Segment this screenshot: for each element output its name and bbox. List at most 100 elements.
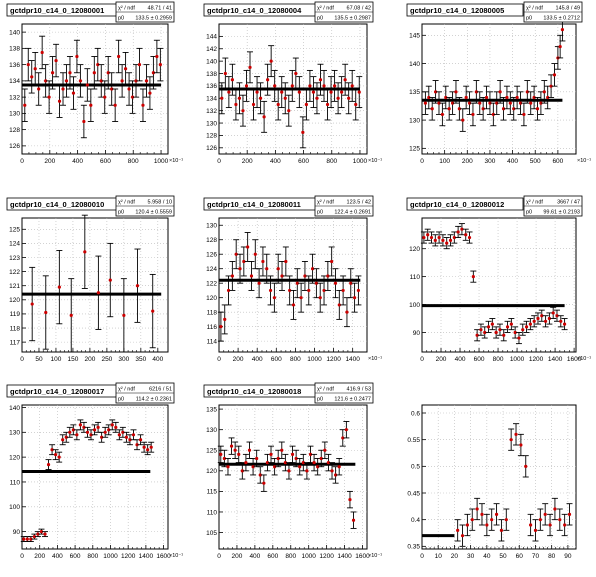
data-point bbox=[464, 513, 471, 537]
x-tick-label: 20 bbox=[451, 553, 459, 560]
marker bbox=[120, 79, 124, 83]
y-tick-label: 130 bbox=[409, 117, 420, 124]
y-tick-label: 132 bbox=[206, 108, 217, 115]
x-tick-label: 800 bbox=[87, 553, 98, 560]
marker bbox=[57, 285, 61, 289]
x-tick-label: 1000 bbox=[353, 158, 368, 165]
y-tick-label: 120 bbox=[206, 295, 217, 302]
data-point bbox=[343, 421, 350, 439]
marker bbox=[423, 101, 427, 105]
y-tick-label: 110 bbox=[10, 479, 21, 486]
x-tick-label: 1400 bbox=[548, 356, 563, 363]
x-tick-label: 800 bbox=[128, 158, 139, 165]
marker bbox=[484, 95, 489, 100]
marker bbox=[253, 252, 257, 256]
y-tick-label: 138 bbox=[206, 71, 217, 78]
y-tick-label: 132 bbox=[9, 94, 20, 101]
data-point bbox=[317, 282, 324, 313]
marker bbox=[437, 235, 441, 240]
x-tick-label: 600 bbox=[70, 553, 81, 560]
data-point bbox=[336, 458, 343, 476]
data-point bbox=[355, 275, 362, 306]
data-point bbox=[53, 43, 60, 78]
y-tick-label: 115 bbox=[207, 489, 218, 496]
y-tick-label: 125 bbox=[206, 448, 217, 455]
data-point bbox=[60, 72, 67, 106]
x-tick-label: 40 bbox=[483, 553, 491, 560]
x-tick-label: 0 bbox=[217, 158, 221, 165]
stats-p0-label: p0 bbox=[317, 16, 323, 22]
marker bbox=[316, 465, 320, 469]
data-point bbox=[70, 76, 77, 110]
y-tick-label: 140 bbox=[409, 61, 420, 68]
stats-p0-value: 135.5 ± 0.2987 bbox=[334, 16, 371, 22]
data-point bbox=[257, 82, 264, 115]
y-tick-label: 142 bbox=[206, 46, 217, 53]
data-point bbox=[286, 275, 293, 306]
data-point bbox=[222, 57, 229, 90]
marker bbox=[499, 528, 504, 532]
x-tick-label: 0 bbox=[20, 553, 24, 560]
marker bbox=[258, 96, 263, 100]
y-tick-label: 130 bbox=[9, 430, 20, 437]
stats-chi2-value: 6216 / 51 bbox=[149, 387, 172, 393]
data-point bbox=[46, 80, 53, 114]
marker bbox=[155, 54, 159, 59]
marker bbox=[485, 523, 489, 527]
marker bbox=[266, 78, 270, 82]
marker bbox=[447, 107, 451, 111]
marker bbox=[464, 95, 468, 100]
data-point bbox=[485, 320, 492, 333]
data-point bbox=[532, 519, 539, 542]
marker bbox=[78, 79, 82, 83]
data-point bbox=[84, 68, 91, 102]
marker bbox=[326, 274, 330, 278]
data-point bbox=[299, 116, 306, 149]
marker bbox=[547, 316, 551, 321]
data-point bbox=[107, 242, 114, 318]
marker bbox=[265, 267, 269, 271]
marker bbox=[513, 330, 517, 335]
x-tick-label: 800 bbox=[290, 356, 301, 363]
x-multiplier-label: ×10⁻¹ bbox=[577, 356, 591, 362]
x-tick-label: 1000 bbox=[103, 553, 118, 560]
data-point bbox=[556, 508, 563, 531]
marker bbox=[494, 330, 498, 335]
marker bbox=[464, 233, 468, 237]
data-point bbox=[254, 76, 261, 109]
plot-frame bbox=[421, 23, 577, 155]
data-point bbox=[122, 51, 129, 86]
marker bbox=[50, 448, 54, 452]
data-point bbox=[561, 513, 568, 537]
marker bbox=[44, 79, 48, 83]
marker bbox=[457, 107, 461, 111]
data-point bbox=[346, 490, 353, 509]
marker bbox=[64, 79, 69, 83]
marker bbox=[25, 537, 29, 541]
plot-frame bbox=[21, 217, 169, 353]
data-point bbox=[126, 72, 133, 106]
stats-chi2-label: χ² / ndf bbox=[526, 6, 543, 12]
data-point bbox=[35, 72, 42, 106]
data-point bbox=[483, 85, 490, 110]
plot-title: gctdpr10_c14_0_12080017 bbox=[10, 387, 104, 396]
y-tick-label: 0.5 bbox=[411, 464, 420, 471]
data-point bbox=[81, 214, 88, 289]
y-tick-label: 128 bbox=[206, 237, 217, 244]
x-tick-label: 1000 bbox=[154, 158, 169, 165]
data-point bbox=[503, 508, 510, 531]
marker bbox=[146, 448, 150, 452]
data-point bbox=[27, 536, 34, 543]
data-point bbox=[489, 318, 496, 331]
marker bbox=[117, 433, 121, 437]
marker bbox=[226, 465, 230, 469]
marker bbox=[276, 267, 280, 271]
marker bbox=[222, 456, 226, 461]
data-point bbox=[120, 278, 127, 353]
data-point bbox=[257, 466, 264, 484]
data-point bbox=[236, 82, 243, 115]
x-tick-label: 800 bbox=[285, 553, 296, 560]
marker bbox=[297, 90, 301, 94]
data-point bbox=[112, 88, 119, 122]
